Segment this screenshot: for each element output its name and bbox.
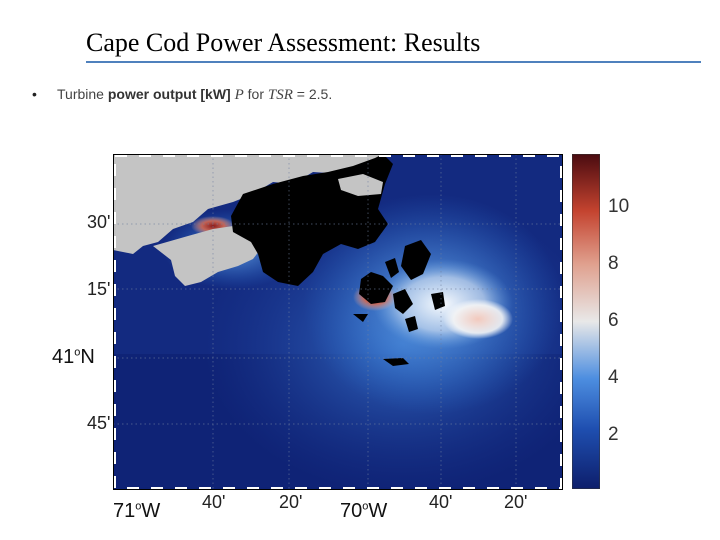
bullet-variable: P xyxy=(234,87,244,103)
lon-label-71w: 71oW xyxy=(113,500,161,522)
colorbar-svg xyxy=(571,153,601,490)
lon-label-40-a: 40' xyxy=(202,492,226,512)
island-4 xyxy=(393,289,413,314)
bullet-value: = 2.5. xyxy=(292,86,333,102)
colorbar-tick-8: 8 xyxy=(608,253,619,274)
hotspot-east xyxy=(443,299,513,339)
bay-mask xyxy=(263,204,318,246)
slide-title: Cape Cod Power Assessment: Results xyxy=(86,28,481,57)
island-2 xyxy=(401,240,431,280)
cape-land xyxy=(153,226,263,286)
colorbar-tick-2: 2 xyxy=(608,424,619,445)
mainland xyxy=(113,154,385,254)
lon-label-40-b: 40' xyxy=(429,492,453,512)
colorbar-gradient xyxy=(571,153,601,490)
colorbar-tick-6: 6 xyxy=(608,310,619,331)
colorbar xyxy=(571,153,601,490)
power-map-svg xyxy=(112,153,603,494)
bullet-marker: • xyxy=(32,86,37,102)
island-7 xyxy=(383,358,409,366)
power-map xyxy=(112,153,603,494)
lat-label-41n: 41oN xyxy=(52,346,95,368)
bullet-middle: for xyxy=(243,86,268,102)
lat-label-15: 15' xyxy=(87,279,111,299)
island-6 xyxy=(431,292,445,310)
lon-label-70w: 70oW xyxy=(340,500,388,522)
upper-land xyxy=(338,174,383,196)
island-8 xyxy=(353,314,368,322)
island-1 xyxy=(359,272,393,304)
colorbar-tick-10: 10 xyxy=(608,196,630,217)
lat-label-45: 45' xyxy=(87,413,111,433)
bullet-param: TSR xyxy=(267,87,293,103)
graticule xyxy=(113,154,563,490)
bullet-bold: power output [kW] xyxy=(107,86,231,102)
island-3 xyxy=(385,258,399,278)
lon-label-20-b: 20' xyxy=(504,492,528,512)
title-underline xyxy=(86,61,701,63)
lon-label-20-a: 20' xyxy=(279,492,303,512)
island-5 xyxy=(405,316,418,332)
bullet-prefix: Turbine xyxy=(57,86,108,102)
colorbar-tick-4: 4 xyxy=(608,367,619,388)
lat-label-30: 30' xyxy=(87,212,111,232)
bullet-text: Turbine power output [kW] P for TSR = 2.… xyxy=(57,86,332,104)
